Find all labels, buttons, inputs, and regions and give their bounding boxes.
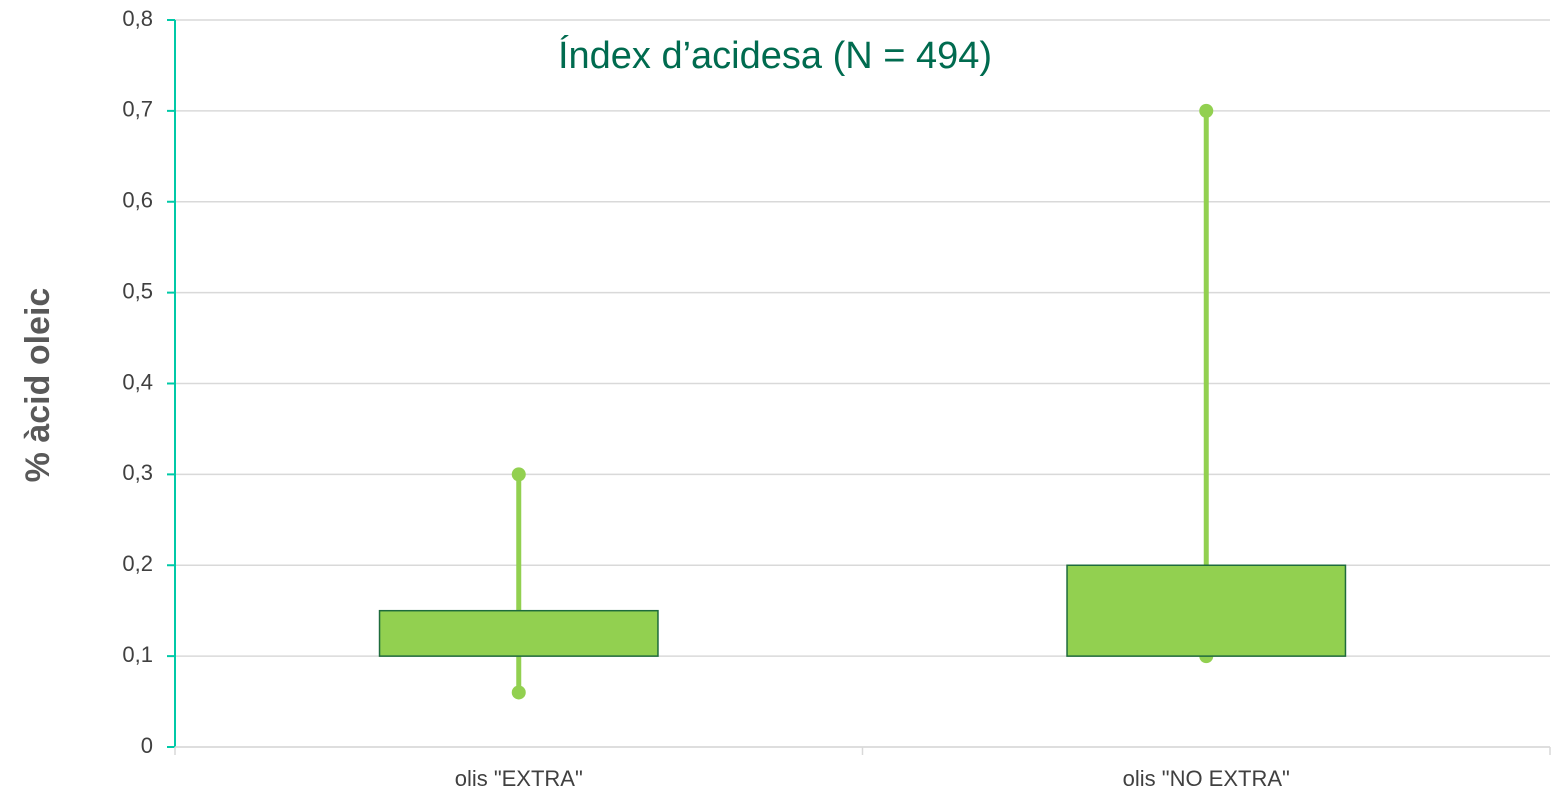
y-tick-label: 0,2 xyxy=(122,551,153,576)
whisker-high-dot xyxy=(1199,103,1214,118)
y-tick-label: 0,1 xyxy=(122,642,153,667)
y-tick-label: 0,6 xyxy=(122,188,153,213)
y-tick-label: 0,8 xyxy=(122,6,153,31)
y-axis-label: % àcid oleic xyxy=(19,288,57,483)
box xyxy=(378,609,659,657)
box xyxy=(1066,564,1347,657)
chart-title: Índex d’acidesa (N = 494) xyxy=(558,34,992,77)
whisker-low-dot xyxy=(511,685,526,700)
y-tick-label: 0 xyxy=(141,733,153,758)
x-tick-label: olis "NO EXTRA" xyxy=(1123,766,1290,791)
y-tick-label: 0,4 xyxy=(122,369,153,394)
y-tick-label: 0,5 xyxy=(122,278,153,303)
whisker-high-dot xyxy=(511,467,526,482)
y-tick-label: 0,3 xyxy=(122,460,153,485)
x-tick-label: olis "EXTRA" xyxy=(455,766,583,791)
y-tick-label: 0,7 xyxy=(122,97,153,122)
